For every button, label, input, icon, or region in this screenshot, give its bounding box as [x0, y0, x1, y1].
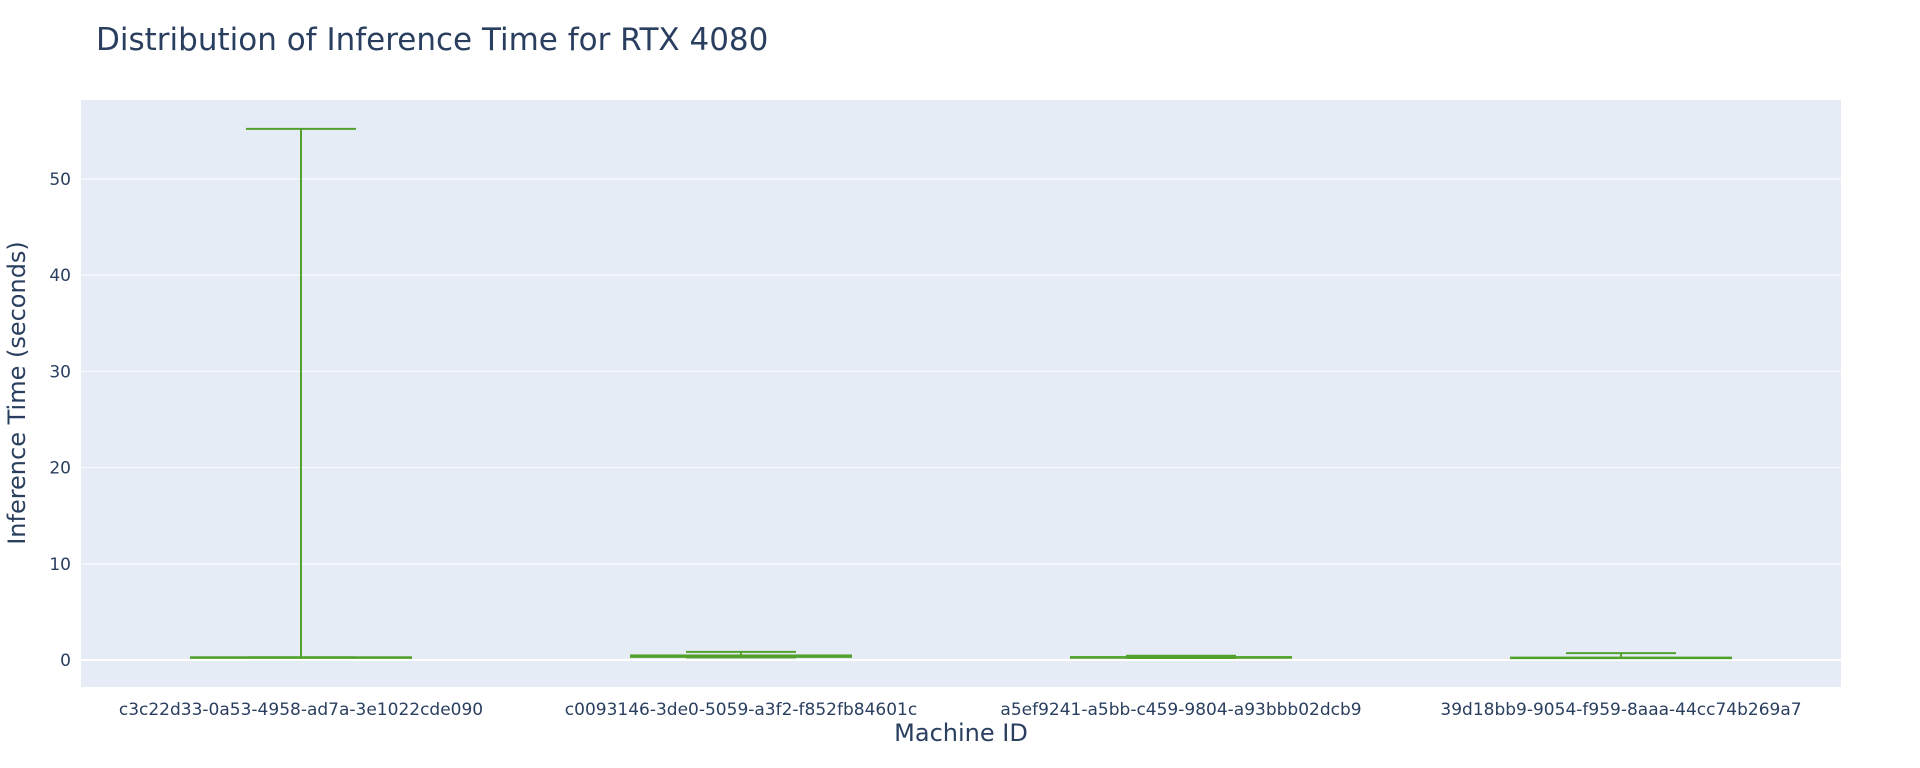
box-series — [190, 127, 1732, 660]
x-tick-label: 39d18bb9-9054-f959-8aaa-44cc74b269a7 — [1440, 700, 1801, 720]
y-gridlines — [81, 178, 1841, 662]
box-4[interactable] — [1510, 652, 1732, 660]
plot-area — [81, 100, 1841, 687]
y-axis-title: Inference Time (seconds) — [3, 241, 31, 545]
y-tick-labels: 0 10 20 30 40 50 — [49, 170, 71, 671]
x-tick-labels: c3c22d33-0a53-4958-ad7a-3e1022cde090 c009… — [119, 700, 1802, 720]
x-tick-label: c3c22d33-0a53-4958-ad7a-3e1022cde090 — [119, 700, 483, 720]
y-tick-label: 30 — [49, 362, 71, 382]
y-tick-label: 0 — [60, 651, 71, 671]
x-tick-label: a5ef9241-a5bb-c459-9804-a93bbb02dcb9 — [1000, 700, 1361, 720]
box-3[interactable] — [1070, 654, 1292, 659]
x-tick-label: c0093146-3de0-5059-a3f2-f852fb84601c — [565, 700, 917, 720]
x-axis-title: Machine ID — [894, 719, 1028, 747]
chart-title: Distribution of Inference Time for RTX 4… — [96, 22, 768, 58]
box-2[interactable] — [630, 650, 852, 659]
box-1[interactable] — [190, 127, 412, 659]
y-tick-label: 50 — [49, 170, 71, 190]
y-tick-label: 10 — [49, 555, 71, 575]
y-tick-label: 20 — [49, 459, 71, 479]
y-tick-label: 40 — [49, 266, 71, 286]
